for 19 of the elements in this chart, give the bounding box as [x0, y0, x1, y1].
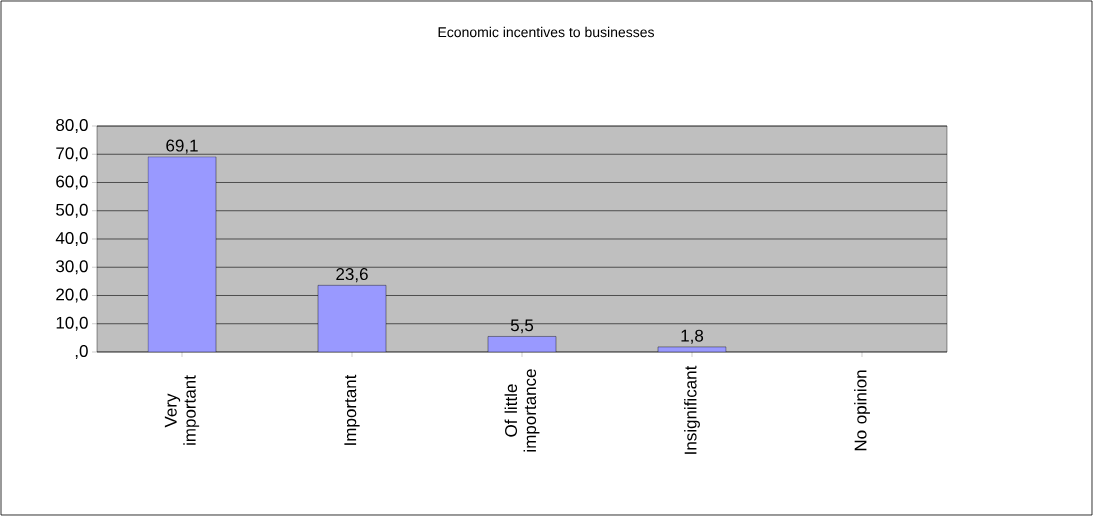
y-tick-label: 80,0	[56, 118, 88, 134]
data-label: 1,8	[681, 329, 704, 344]
y-tick-label: ,0	[75, 344, 88, 360]
x-tick-label: Insignificant	[684, 365, 700, 454]
data-label: 69,1	[166, 139, 198, 154]
y-tick-label: 40,0	[55, 231, 88, 247]
x-tick-label: Of little importance	[504, 369, 540, 452]
data-label: 5,5	[510, 319, 534, 334]
y-tick-label: 50,0	[56, 203, 88, 218]
data-label: 23,6	[336, 268, 368, 283]
x-tick-label: Important	[344, 374, 360, 445]
y-tick-label: 30,0	[56, 260, 88, 275]
y-tick-label: 60,0	[56, 175, 88, 190]
x-tick-label: Very important	[164, 375, 200, 445]
y-tick-label: 10,0	[56, 316, 88, 331]
y-tick-label: 20,0	[56, 288, 88, 303]
chart-title: Economic incentives to businesses	[438, 26, 655, 38]
y-tick-label: 70,0	[56, 147, 88, 162]
x-tick-label: No opinion	[854, 370, 870, 451]
